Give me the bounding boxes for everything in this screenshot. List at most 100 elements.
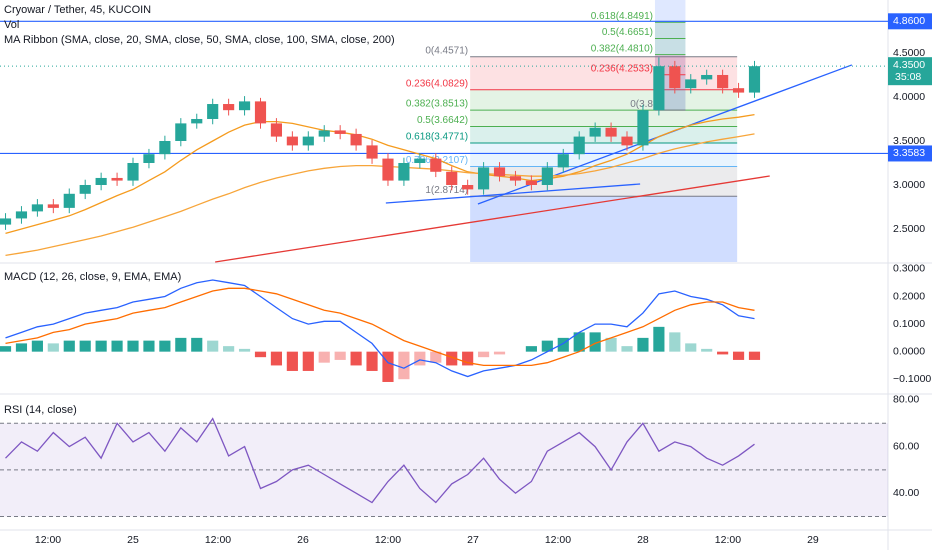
histogram-bar [79, 340, 91, 352]
candle-body [732, 88, 745, 93]
candle-body [430, 158, 442, 172]
histogram-bar [191, 337, 203, 352]
candle-body [589, 127, 601, 137]
y-tick-label: 0.1000 [893, 318, 925, 330]
histogram-bar [31, 340, 43, 352]
fib-label: 0.5(4.6651) [602, 27, 653, 38]
currency: USDT [898, 4, 923, 14]
x-tick-label: 28 [637, 534, 649, 546]
histogram-bar [685, 343, 697, 352]
candle-body [701, 74, 713, 80]
histogram-bar [637, 337, 649, 352]
candle-body [79, 184, 91, 194]
price-label-box [888, 13, 932, 30]
histogram-bar [653, 326, 665, 352]
histogram-bar [143, 340, 155, 352]
histogram-bar [318, 351, 330, 363]
candle-body [653, 66, 665, 111]
histogram-bar [47, 343, 59, 352]
price-label: 4.8600 [893, 15, 925, 27]
histogram-bar [462, 351, 474, 366]
rsi-title: RSI (14, close) [4, 404, 77, 416]
indicator-label: MA Ribbon (SMA, close, 20, SMA, close, 5… [4, 34, 395, 46]
rsi-line [5, 417, 755, 504]
candle-body [350, 133, 362, 146]
macd-title: MACD (12, 26, close, 9, EMA, EMA) [4, 271, 181, 283]
y-tick-label: 4.0000 [893, 91, 925, 103]
candle-body [143, 154, 155, 163]
fib-zone [470, 89, 738, 111]
candle-body [111, 177, 123, 181]
histogram-bar [398, 351, 410, 380]
x-tick-label: 12:00 [35, 534, 61, 546]
y-tick-label: 3.5000 [893, 135, 925, 147]
histogram-bar [748, 351, 761, 360]
candle-body [557, 154, 569, 168]
fib-zone [470, 143, 738, 167]
histogram-bar [732, 351, 745, 360]
price-label: 3.3583 [893, 147, 925, 159]
candle-body [748, 66, 761, 93]
countdown: 35:08 [895, 71, 921, 83]
candle-body [478, 167, 490, 190]
fib-label: 0.382(4.4810) [591, 43, 653, 54]
candle-body [573, 136, 585, 155]
histogram-bar [541, 340, 553, 352]
candle-body [462, 184, 474, 190]
histogram-bar [111, 340, 123, 352]
x-tick-label: 29 [807, 534, 819, 546]
candle-body [159, 140, 171, 155]
y-tick-label: 0.2000 [893, 290, 925, 302]
fib-zone [654, 38, 686, 55]
last-price-label: 4.3500 [893, 59, 925, 71]
candle-body [223, 104, 235, 111]
histogram-bar [382, 351, 394, 382]
candle-body [621, 136, 633, 146]
candle-body [302, 136, 314, 146]
histogram-bar [414, 351, 426, 366]
signal-line [5, 287, 755, 367]
y-tick-label: 40.00 [893, 487, 919, 499]
trendline [385, 183, 641, 204]
histogram-bar [366, 351, 378, 371]
candle-body [47, 204, 59, 208]
histogram-bar [270, 351, 283, 366]
histogram-bar [334, 351, 346, 360]
candle-body [525, 180, 537, 185]
y-tick-label: 80.00 [893, 394, 919, 406]
macd-line [5, 279, 755, 378]
candle-body [334, 130, 346, 134]
x-tick-label: 26 [297, 534, 309, 546]
candle-body [398, 162, 410, 181]
histogram-bar [669, 332, 681, 352]
candle-body [191, 118, 203, 124]
histogram-bar [557, 337, 569, 352]
candle-body [414, 158, 426, 163]
candle-body [717, 74, 729, 89]
histogram-bar [238, 348, 251, 352]
histogram-bar [701, 348, 713, 352]
y-tick-label: −0.1000 [893, 373, 931, 385]
fib-label: 0.236(4.0829) [406, 78, 468, 89]
candle-body [0, 218, 12, 225]
histogram-bar [430, 351, 442, 363]
histogram-bar [15, 343, 28, 352]
x-tick-label: 12:00 [205, 534, 231, 546]
last-price-box [888, 57, 932, 86]
candle-body [270, 123, 283, 137]
histogram-bar [159, 340, 171, 352]
histogram-bar [446, 351, 458, 366]
fib-label: 0(3.8 [630, 99, 653, 110]
candle-body [318, 130, 330, 137]
moving-average [5, 113, 755, 235]
fib-zone [654, 22, 686, 39]
histogram-bar [63, 340, 75, 352]
fib-zone [470, 166, 738, 197]
histogram-bar [175, 337, 187, 352]
candle-body [31, 204, 43, 212]
histogram-bar [717, 351, 729, 355]
histogram-bar [605, 337, 617, 352]
indicator-label: Vol [4, 19, 19, 31]
candle-body [509, 176, 522, 181]
